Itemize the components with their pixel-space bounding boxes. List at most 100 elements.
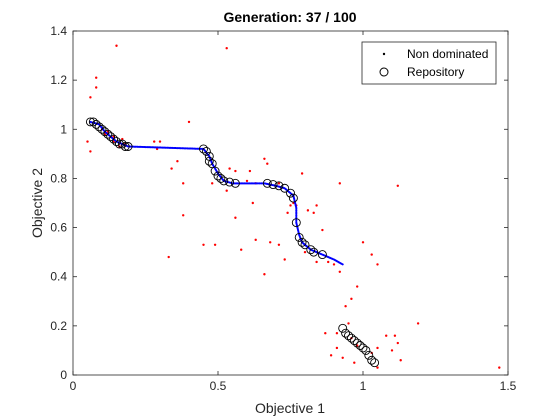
x-ticks: 0 0.5 1 1.5 bbox=[70, 31, 517, 393]
population-point-24 bbox=[248, 169, 252, 173]
population-layer bbox=[86, 44, 501, 369]
repository-point-36 bbox=[309, 247, 319, 257]
repository-point-14 bbox=[199, 144, 208, 154]
population-point-66 bbox=[393, 334, 397, 337]
repository-point-2 bbox=[91, 119, 101, 129]
repository-point-8 bbox=[109, 134, 119, 144]
population-point-31 bbox=[277, 243, 281, 246]
population-point-20 bbox=[234, 216, 237, 219]
x-axis-label: Objective 1 bbox=[255, 400, 325, 416]
repository-point-31 bbox=[291, 218, 301, 228]
population-point-11 bbox=[170, 167, 173, 170]
population-point-26 bbox=[234, 169, 237, 173]
population-point-63 bbox=[396, 341, 399, 345]
repository-point-27 bbox=[274, 181, 284, 191]
repository-point-32 bbox=[294, 232, 304, 242]
population-point-61 bbox=[385, 334, 388, 337]
population-point-41 bbox=[306, 209, 310, 212]
population-point-15 bbox=[167, 255, 170, 259]
population-point-27 bbox=[263, 157, 266, 160]
population-point-4 bbox=[95, 76, 98, 79]
population-point-80 bbox=[277, 182, 281, 185]
y-tick-label-6: 1.2 bbox=[50, 73, 67, 87]
population-point-8 bbox=[153, 140, 156, 143]
population-point-44 bbox=[344, 305, 347, 308]
repository-point-38 bbox=[338, 323, 348, 333]
population-point-50 bbox=[324, 332, 327, 335]
repository-point-42 bbox=[349, 336, 359, 346]
population-point-30 bbox=[269, 241, 272, 244]
repository-point-28 bbox=[280, 183, 290, 193]
population-point-37 bbox=[312, 211, 315, 215]
y-tick-label-5: 1 bbox=[60, 122, 67, 136]
repository-point-12 bbox=[120, 142, 130, 151]
population-point-0 bbox=[115, 44, 118, 47]
population-point-54 bbox=[356, 344, 359, 347]
population-point-42 bbox=[303, 250, 307, 254]
x-tick-label-0: 0 bbox=[70, 379, 77, 393]
repository-point-6 bbox=[103, 129, 113, 139]
repository-point-46 bbox=[361, 345, 371, 355]
population-point-29 bbox=[263, 273, 266, 276]
population-point-64 bbox=[399, 359, 402, 362]
population-point-60 bbox=[376, 346, 379, 350]
repository-point-21 bbox=[216, 173, 226, 183]
repository-point-43 bbox=[352, 338, 362, 348]
x-tick-label-3: 1.5 bbox=[500, 379, 517, 393]
population-point-2 bbox=[89, 96, 92, 99]
population-point-34 bbox=[289, 204, 292, 207]
chart-title: Generation: 37 / 100 bbox=[223, 9, 356, 25]
population-point-43 bbox=[338, 182, 341, 185]
population-point-55 bbox=[353, 361, 356, 364]
population-point-25 bbox=[228, 167, 231, 170]
repository-point-37 bbox=[317, 250, 327, 260]
y-tick-label-4: 0.8 bbox=[50, 171, 67, 185]
population-point-28 bbox=[266, 162, 269, 165]
repository-point-1 bbox=[88, 117, 98, 127]
population-point-73 bbox=[106, 130, 110, 133]
repository-point-20 bbox=[213, 171, 223, 181]
population-point-65 bbox=[416, 322, 420, 325]
repository-point-11 bbox=[117, 139, 127, 149]
x-tick-label-1: 0.5 bbox=[210, 379, 227, 393]
population-point-9 bbox=[158, 140, 162, 143]
repository-point-48 bbox=[367, 355, 377, 365]
repository-point-24 bbox=[230, 178, 240, 188]
y-ticks: 0 0.2 0.4 0.6 0.8 1 1.2 1.4 bbox=[50, 24, 508, 382]
population-point-47 bbox=[376, 263, 379, 266]
population-point-51 bbox=[335, 346, 339, 350]
repository-point-16 bbox=[204, 151, 214, 161]
population-point-17 bbox=[213, 243, 217, 246]
y-tick-label-3: 0.6 bbox=[50, 221, 67, 235]
plot-area bbox=[73, 31, 508, 375]
y-tick-label-7: 1.4 bbox=[50, 24, 67, 38]
axes-box bbox=[72, 30, 509, 376]
population-point-40 bbox=[315, 204, 318, 207]
population-point-12 bbox=[176, 160, 179, 163]
population-point-19 bbox=[225, 189, 228, 192]
repository-point-9 bbox=[112, 137, 121, 147]
population-point-76 bbox=[103, 133, 107, 136]
repository-point-13 bbox=[123, 142, 133, 151]
population-point-69 bbox=[347, 322, 350, 325]
population-point-1 bbox=[225, 47, 228, 50]
repository-point-39 bbox=[341, 328, 351, 338]
population-point-39 bbox=[321, 228, 324, 232]
population-point-57 bbox=[335, 332, 339, 335]
repository-point-17 bbox=[204, 156, 214, 166]
population-point-13 bbox=[182, 214, 185, 217]
repository-point-23 bbox=[225, 177, 235, 187]
population-point-67 bbox=[498, 366, 501, 369]
repository-point-5 bbox=[100, 127, 110, 137]
population-point-14 bbox=[182, 182, 185, 185]
repository-point-41 bbox=[346, 333, 356, 343]
repository-point-34 bbox=[300, 240, 310, 250]
population-point-59 bbox=[376, 366, 379, 369]
population-point-52 bbox=[341, 356, 344, 359]
population-point-33 bbox=[286, 211, 289, 215]
population-point-62 bbox=[390, 349, 394, 352]
population-point-32 bbox=[283, 258, 286, 261]
repository-point-19 bbox=[210, 166, 220, 176]
